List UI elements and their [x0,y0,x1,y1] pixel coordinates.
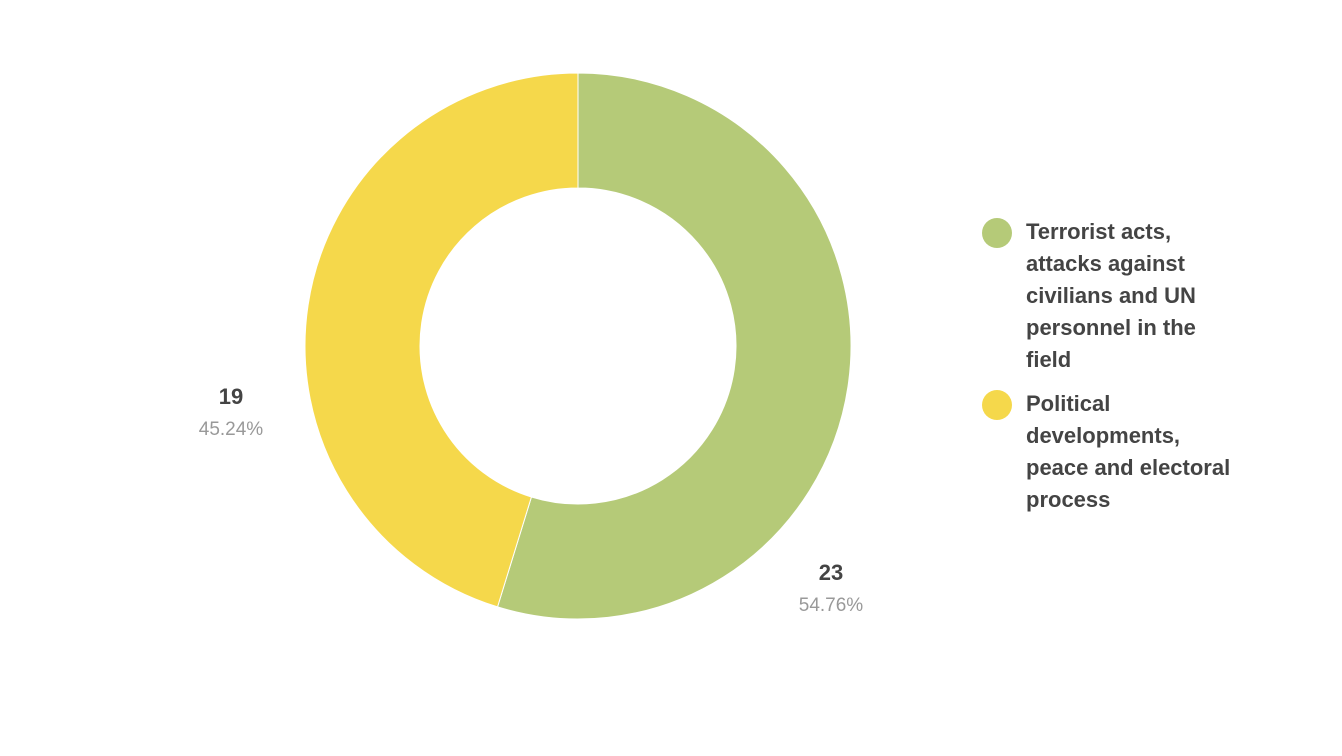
legend-swatch [982,390,1012,420]
value-label: 23 [819,560,843,585]
percent-label: 54.76% [799,595,864,616]
legend: Terrorist acts, attacks against civilian… [982,216,1242,528]
legend-item: Political developments, peace and electo… [982,388,1242,516]
percent-label: 45.24% [199,419,264,440]
donut-segment [304,72,579,608]
legend-label: Terrorist acts, attacks against civilian… [1026,219,1196,372]
legend-label: Political developments, peace and electo… [1026,391,1231,512]
value-label: 19 [219,384,243,409]
donut-segment [496,72,852,620]
legend-swatch [982,218,1012,248]
legend-item: Terrorist acts, attacks against civilian… [982,216,1242,376]
